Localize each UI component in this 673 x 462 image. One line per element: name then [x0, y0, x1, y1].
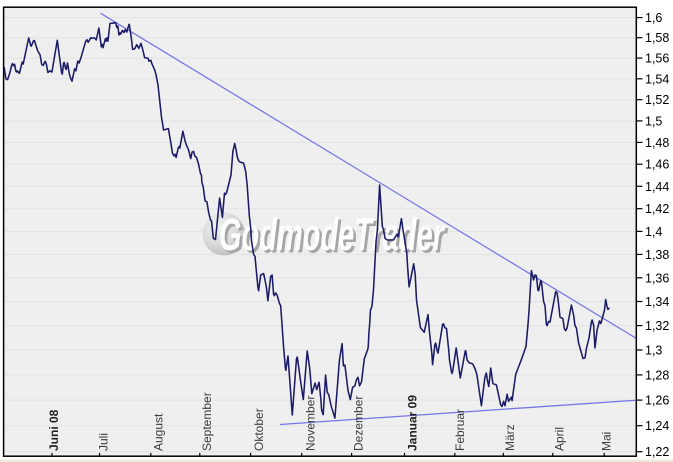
svg-text:April: April: [553, 427, 567, 451]
svg-text:Dezember: Dezember: [352, 396, 366, 451]
svg-text:1,26: 1,26: [645, 394, 669, 408]
svg-text:1,48: 1,48: [645, 136, 669, 150]
svg-text:GodmodeTrader: GodmodeTrader: [219, 209, 446, 260]
svg-text:1,3: 1,3: [645, 344, 662, 358]
svg-text:1,36: 1,36: [645, 271, 669, 285]
svg-text:1,22: 1,22: [645, 445, 669, 459]
svg-text:1,32: 1,32: [645, 319, 669, 333]
svg-text:März: März: [503, 424, 517, 451]
svg-text:1,54: 1,54: [645, 72, 669, 86]
svg-text:Januar 09: Januar 09: [406, 395, 420, 451]
svg-text:Februar: Februar: [453, 409, 467, 451]
svg-text:1,24: 1,24: [645, 419, 669, 433]
svg-text:1,28: 1,28: [645, 368, 669, 382]
svg-text:August: August: [152, 413, 166, 451]
svg-text:1,44: 1,44: [645, 180, 669, 194]
svg-text:1,4: 1,4: [645, 225, 662, 239]
svg-text:November: November: [304, 396, 318, 451]
svg-text:1,34: 1,34: [645, 295, 669, 309]
svg-text:Juli: Juli: [97, 433, 111, 451]
svg-text:Mai: Mai: [600, 432, 614, 451]
svg-text:1,6: 1,6: [645, 11, 662, 25]
svg-text:GodmodeTrader: GodmodeTrader: [222, 212, 449, 263]
svg-text:1,5: 1,5: [645, 114, 662, 128]
svg-text:Oktober: Oktober: [252, 408, 266, 451]
svg-text:1,42: 1,42: [645, 202, 669, 216]
svg-text:1,46: 1,46: [645, 158, 669, 172]
svg-text:Juni 08: Juni 08: [47, 409, 61, 451]
svg-text:1,58: 1,58: [645, 31, 669, 45]
svg-text:1,38: 1,38: [645, 248, 669, 262]
svg-text:1,52: 1,52: [645, 93, 669, 107]
svg-text:September: September: [200, 392, 214, 451]
svg-text:1,56: 1,56: [645, 52, 669, 66]
